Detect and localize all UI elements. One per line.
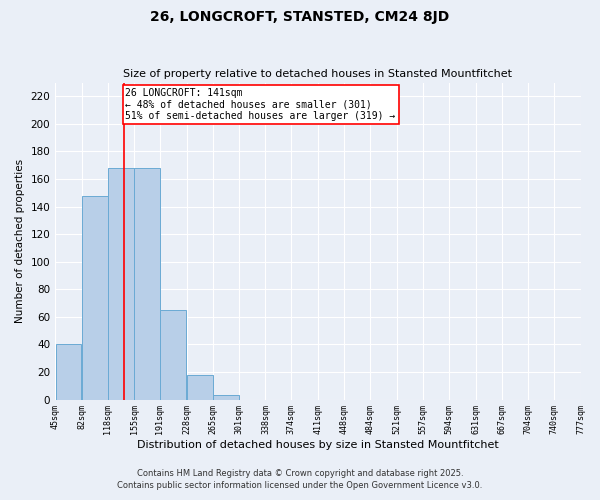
X-axis label: Distribution of detached houses by size in Stansted Mountfitchet: Distribution of detached houses by size … <box>137 440 499 450</box>
Bar <box>134 168 160 400</box>
Text: 26, LONGCROFT, STANSTED, CM24 8JD: 26, LONGCROFT, STANSTED, CM24 8JD <box>151 10 449 24</box>
Text: 26 LONGCROFT: 141sqm
← 48% of detached houses are smaller (301)
51% of semi-deta: 26 LONGCROFT: 141sqm ← 48% of detached h… <box>125 88 396 122</box>
Bar <box>187 375 212 400</box>
Bar <box>108 168 134 400</box>
Bar <box>82 196 108 400</box>
Bar <box>56 344 82 400</box>
Bar <box>214 396 239 400</box>
Bar <box>160 310 186 400</box>
Text: Contains HM Land Registry data © Crown copyright and database right 2025.
Contai: Contains HM Land Registry data © Crown c… <box>118 468 482 490</box>
Title: Size of property relative to detached houses in Stansted Mountfitchet: Size of property relative to detached ho… <box>124 69 512 79</box>
Y-axis label: Number of detached properties: Number of detached properties <box>15 159 25 323</box>
